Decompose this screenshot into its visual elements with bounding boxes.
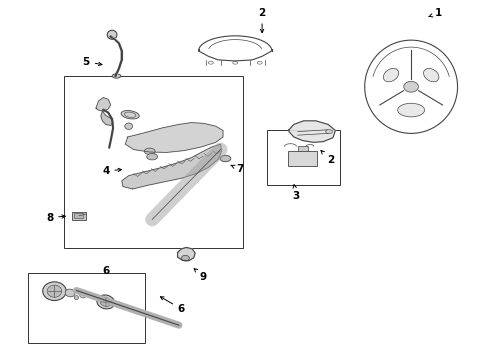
Ellipse shape [181, 255, 189, 261]
Polygon shape [125, 123, 223, 152]
Ellipse shape [220, 155, 231, 162]
Text: 6: 6 [102, 266, 109, 276]
Text: 3: 3 [293, 185, 300, 201]
Text: 5: 5 [83, 57, 102, 67]
Bar [72, 212, 86, 220]
Ellipse shape [125, 123, 133, 130]
Ellipse shape [365, 40, 458, 134]
Ellipse shape [107, 30, 117, 39]
Ellipse shape [100, 297, 111, 306]
Ellipse shape [112, 74, 121, 78]
Polygon shape [289, 121, 335, 142]
Text: 4: 4 [102, 166, 122, 176]
Bar [74, 213, 83, 219]
Bar [64, 76, 243, 248]
Ellipse shape [97, 295, 115, 309]
Text: 1: 1 [429, 8, 441, 18]
Ellipse shape [326, 130, 332, 134]
Ellipse shape [47, 285, 62, 297]
Bar [27, 273, 145, 343]
Text: 8: 8 [46, 213, 65, 222]
Ellipse shape [404, 81, 418, 92]
Ellipse shape [74, 296, 78, 300]
Ellipse shape [80, 293, 86, 298]
Ellipse shape [121, 111, 139, 119]
Ellipse shape [65, 289, 75, 297]
Ellipse shape [43, 282, 66, 301]
Text: 2: 2 [321, 150, 334, 165]
Ellipse shape [398, 103, 424, 117]
Text: 9: 9 [194, 269, 207, 282]
Ellipse shape [145, 148, 155, 154]
Ellipse shape [147, 153, 158, 160]
Bar [298, 146, 308, 150]
Ellipse shape [383, 68, 399, 82]
Text: 2: 2 [259, 8, 266, 33]
Bar [267, 130, 340, 185]
Text: 6: 6 [160, 297, 185, 314]
Polygon shape [101, 111, 113, 126]
Text: 7: 7 [231, 164, 244, 174]
Ellipse shape [423, 68, 439, 82]
Polygon shape [96, 98, 111, 111]
Bar [288, 150, 318, 166]
Polygon shape [177, 247, 195, 261]
Polygon shape [122, 144, 221, 189]
